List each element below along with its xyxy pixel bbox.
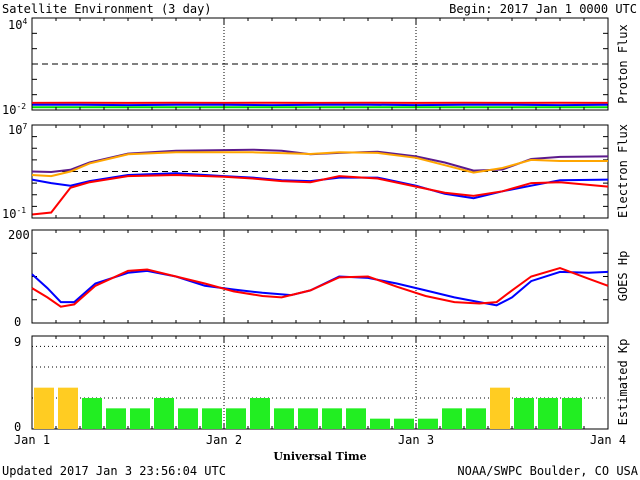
- kp-ymax-label: 9: [14, 335, 21, 349]
- kp-panel: 9 0 Estimated Kp: [14, 335, 630, 434]
- electron-panel: 107 10-1 Electron Flux: [2, 122, 630, 221]
- kp-ymin-label: 0: [14, 420, 21, 434]
- x-tick-label-2: Jan 3: [398, 433, 434, 447]
- kp-bar: [34, 387, 54, 429]
- kp-bar: [418, 418, 438, 429]
- kp-bar: [490, 387, 510, 429]
- kp-bar: [154, 398, 174, 429]
- kp-bar: [226, 408, 246, 429]
- x-axis-label: Universal Time: [273, 450, 366, 463]
- electron-frame: [31, 124, 609, 219]
- kp-bar: [82, 398, 102, 429]
- x-tick-label-1: Jan 2: [206, 433, 242, 447]
- proton-ylabel: Proton Flux: [616, 24, 630, 103]
- kp-bar: [322, 408, 342, 429]
- electron-ymax-label: 107: [8, 122, 27, 137]
- proton-ymax-label: 104: [8, 17, 27, 32]
- plot-title: Satellite Environment (3 day): [2, 2, 212, 16]
- electron-ylabel: Electron Flux: [616, 124, 630, 218]
- kp-bar: [562, 398, 582, 429]
- kp-ylabel: Estimated Kp: [616, 339, 630, 426]
- hp-ylabel: GOES Hp: [616, 251, 630, 302]
- proton-frame: [31, 17, 609, 111]
- kp-bar: [538, 398, 558, 429]
- kp-bar: [106, 408, 126, 429]
- credit-line: NOAA/SWPC Boulder, CO USA: [457, 464, 638, 478]
- kp-bar: [298, 408, 318, 429]
- electron-series-orange-line: [31, 151, 608, 178]
- begin-time: Begin: 2017 Jan 1 0000 UTC: [449, 2, 637, 16]
- kp-bar: [178, 408, 198, 429]
- kp-bar: [346, 408, 366, 429]
- updated-time: Updated 2017 Jan 3 23:56:04 UTC: [2, 464, 226, 478]
- kp-bar: [514, 398, 534, 429]
- kp-bar: [58, 387, 78, 429]
- kp-bar: [130, 408, 150, 429]
- kp-bar: [370, 418, 390, 429]
- kp-bar: [274, 408, 294, 429]
- hp-panel: 200 0 GOES Hp: [8, 228, 630, 329]
- kp-bar: [442, 408, 462, 429]
- kp-bar: [466, 408, 486, 429]
- electron-series-red-line: [31, 173, 609, 216]
- proton-panel: 104 10-2 Proton Flux: [2, 17, 630, 117]
- kp-bar: [250, 398, 270, 429]
- x-tick-label-0: Jan 1: [14, 433, 50, 447]
- hp-ymax-label: 200: [8, 228, 30, 242]
- kp-bar: [394, 418, 414, 429]
- kp-bar: [202, 408, 222, 429]
- x-tick-label-3: Jan 4: [590, 433, 626, 447]
- hp-series-red-line: [31, 267, 609, 308]
- proton-ymin-label: 10-2: [2, 102, 26, 117]
- hp-ymin-label: 0: [14, 315, 21, 329]
- electron-ymin-label: 10-1: [2, 206, 26, 221]
